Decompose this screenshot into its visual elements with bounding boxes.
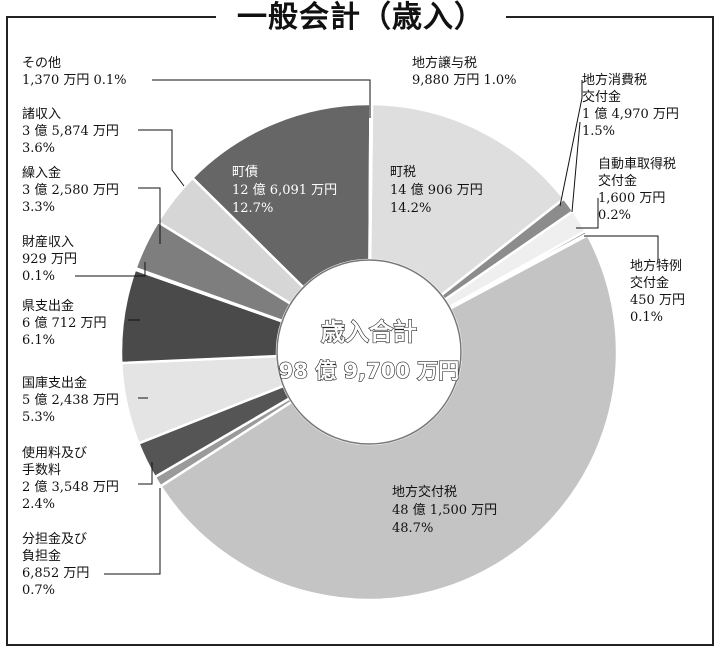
label-buntan-pct: 0.7% bbox=[22, 583, 55, 598]
label-shiyoryo-name-2: 手数料 bbox=[22, 463, 61, 478]
label-jyoyozei-amount: 9,880 万円 1.0% bbox=[412, 73, 517, 88]
label-zaisan-name: 財産収入 bbox=[22, 234, 74, 250]
label-kofuzei-pct: 48.7% bbox=[392, 521, 433, 536]
label-jidosha-name-1: 自動車取得税 bbox=[598, 156, 676, 172]
slice-sonota bbox=[368, 102, 374, 262]
label-chozei: 町税 14 億 906 万円 14.2% bbox=[390, 165, 483, 216]
label-kenshishutsu: 県支出金 6 億 712 万円 6.1% bbox=[22, 298, 106, 348]
label-buntan-amount: 6,852 万円 bbox=[22, 566, 89, 581]
label-tokurei: 地方特例 交付金 450 万円 0.1% bbox=[630, 258, 685, 325]
label-jidosha-name-2: 交付金 bbox=[598, 173, 637, 189]
label-chosai-name: 町債 bbox=[232, 165, 258, 180]
label-shiyoryo-amount: 2 億 3,548 万円 bbox=[22, 479, 119, 495]
label-shohizei-name-2: 交付金 bbox=[582, 89, 621, 105]
label-shoshunyu-pct: 3.6% bbox=[22, 141, 55, 156]
label-shiyoryo-name-1: 使用料及び bbox=[22, 445, 87, 461]
label-shohizei-name-1: 地方消費税 bbox=[582, 72, 647, 88]
center-hole bbox=[276, 259, 462, 445]
label-zaisan: 財産収入 929 万円 0.1% bbox=[22, 234, 77, 284]
label-chozei-name: 町税 bbox=[390, 165, 416, 180]
label-shoshunyu-name: 諸収入 bbox=[22, 106, 61, 122]
label-kofuzei-name: 地方交付税 bbox=[392, 484, 457, 500]
label-sonota-name: その他 bbox=[22, 56, 61, 71]
label-kurinyu-pct: 3.3% bbox=[22, 200, 55, 215]
chart-title: 一般会計（歳入） bbox=[216, 0, 506, 36]
label-chosai-pct: 12.7% bbox=[232, 201, 273, 216]
label-kenshishutsu-name: 県支出金 bbox=[22, 298, 74, 314]
label-jyoyozei-name: 地方譲与税 bbox=[412, 55, 477, 71]
label-kofuzei: 地方交付税 48 億 1,500 万円 48.7% bbox=[392, 484, 497, 536]
label-jidosha-amount: 1,600 万円 bbox=[598, 191, 665, 206]
label-tokurei-amount: 450 万円 bbox=[630, 293, 685, 308]
label-jidosha-pct: 0.2% bbox=[598, 208, 631, 223]
label-shohizei: 地方消費税 交付金 1 億 4,970 万円 1.5% bbox=[582, 72, 679, 139]
label-chosai: 町債 12 億 6,091 万円 12.7% bbox=[232, 165, 337, 216]
label-kokko-pct: 5.3% bbox=[22, 410, 55, 425]
label-zaisan-pct: 0.1% bbox=[22, 269, 55, 284]
label-buntan: 分担金及び 負担金 6,852 万円 0.7% bbox=[22, 531, 89, 598]
label-kokko-name: 国庫支出金 bbox=[22, 375, 87, 391]
label-jidosha: 自動車取得税 交付金 1,600 万円 0.2% bbox=[598, 156, 676, 223]
leader-lines bbox=[75, 79, 659, 575]
label-sonota: その他 1,370 万円 0.1% bbox=[22, 56, 127, 88]
label-buntan-name-2: 負担金 bbox=[22, 548, 61, 564]
label-zaisan-amount: 929 万円 bbox=[22, 252, 77, 267]
label-kofuzei-amount: 48 億 1,500 万円 bbox=[392, 502, 497, 518]
center-label: 歳入合計 bbox=[321, 318, 417, 346]
label-buntan-name-1: 分担金及び bbox=[22, 531, 87, 547]
label-tokurei-name-2: 交付金 bbox=[630, 275, 669, 291]
label-chosai-amount: 12 億 6,091 万円 bbox=[232, 182, 337, 198]
label-kenshishutsu-amount: 6 億 712 万円 bbox=[22, 315, 106, 331]
label-tokurei-name-1: 地方特例 bbox=[630, 258, 682, 274]
label-kokko-amount: 5 億 2,438 万円 bbox=[22, 392, 119, 408]
label-jyoyozei: 地方譲与税 9,880 万円 1.0% bbox=[412, 55, 517, 88]
label-shohizei-pct: 1.5% bbox=[582, 124, 615, 139]
label-tokurei-pct: 0.1% bbox=[630, 310, 663, 325]
label-chozei-pct: 14.2% bbox=[390, 201, 431, 216]
center-total: 98 億 9,700 万円 bbox=[279, 359, 460, 383]
label-kurinyu: 繰入金 3 億 2,580 万円 3.3% bbox=[22, 165, 119, 215]
label-shoshunyu-amount: 3 億 5,874 万円 bbox=[22, 123, 119, 139]
label-shiyoryo-pct: 2.4% bbox=[22, 497, 55, 512]
label-sonota-amount: 1,370 万円 0.1% bbox=[22, 73, 127, 88]
label-kokko: 国庫支出金 5 億 2,438 万円 5.3% bbox=[22, 375, 119, 425]
label-chozei-amount: 14 億 906 万円 bbox=[390, 182, 483, 198]
label-shohizei-amount: 1 億 4,970 万円 bbox=[582, 106, 679, 122]
label-shoshunyu: 諸収入 3 億 5,874 万円 3.6% bbox=[22, 106, 119, 156]
label-kurinyu-amount: 3 億 2,580 万円 bbox=[22, 182, 119, 198]
label-kenshishutsu-pct: 6.1% bbox=[22, 333, 55, 348]
label-kurinyu-name: 繰入金 bbox=[22, 165, 61, 181]
label-shiyoryo: 使用料及び 手数料 2 億 3,548 万円 2.4% bbox=[22, 445, 119, 512]
